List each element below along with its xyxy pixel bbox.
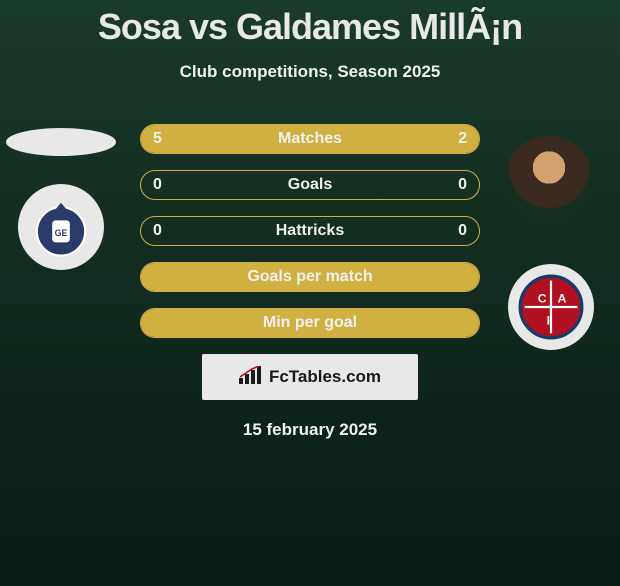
comparison-panel: GE CAI 5 Matches 2 0 Goals 0 0 Hattricks…: [0, 124, 620, 440]
stat-label: Goals per match: [247, 268, 372, 286]
stat-label: Min per goal: [263, 314, 357, 332]
subtitle: Club competitions, Season 2025: [0, 62, 620, 82]
page-title: Sosa vs Galdames MillÃ¡n: [0, 6, 620, 48]
chart-icon: [239, 366, 263, 389]
svg-text:GE: GE: [55, 228, 68, 238]
bar-fill-left: [141, 125, 381, 153]
stat-value-left: 0: [153, 176, 162, 194]
date-text: 15 february 2025: [0, 420, 620, 440]
stat-row: Goals per match: [140, 262, 480, 292]
stat-value-right: 0: [458, 222, 467, 240]
svg-text:C: C: [538, 292, 547, 306]
svg-text:I: I: [547, 314, 550, 328]
stat-label: Matches: [278, 130, 342, 148]
stat-row: Min per goal: [140, 308, 480, 338]
team1-logo: GE: [18, 184, 104, 270]
stat-row: 0 Hattricks 0: [140, 216, 480, 246]
svg-text:A: A: [558, 292, 567, 306]
stat-label: Goals: [288, 176, 332, 194]
stat-value-right: 2: [458, 130, 467, 148]
branding-text: FcTables.com: [269, 367, 381, 387]
stat-row: 0 Goals 0: [140, 170, 480, 200]
branding-badge: FcTables.com: [202, 354, 418, 400]
stat-value-left: 0: [153, 222, 162, 240]
stat-bars: 5 Matches 2 0 Goals 0 0 Hattricks 0 Goal…: [140, 124, 480, 338]
team2-logo: CAI: [508, 264, 594, 350]
stat-label: Hattricks: [276, 222, 344, 240]
stat-value-right: 0: [458, 176, 467, 194]
stat-value-left: 5: [153, 130, 162, 148]
player2-avatar: [504, 136, 594, 226]
player1-avatar: [6, 128, 116, 156]
stat-row: 5 Matches 2: [140, 124, 480, 154]
